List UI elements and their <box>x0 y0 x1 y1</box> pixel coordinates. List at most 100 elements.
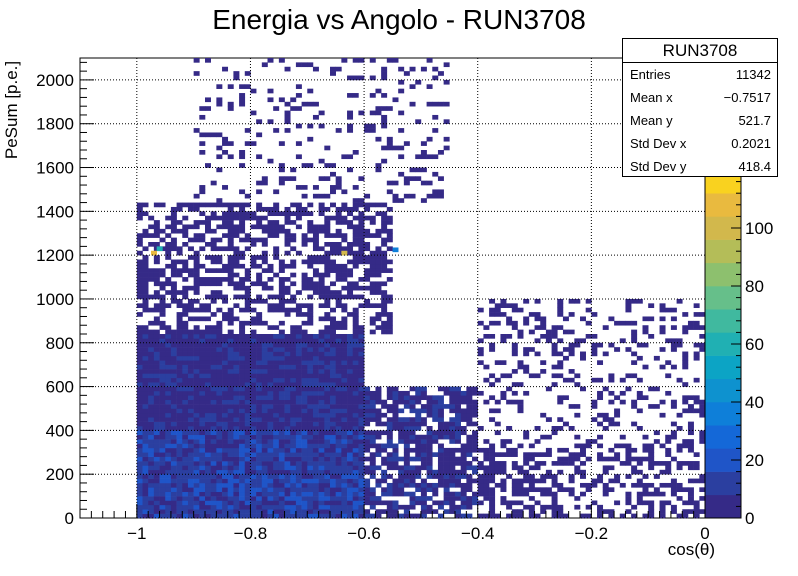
heatmap-cell <box>403 430 410 436</box>
heatmap-cell <box>278 469 285 475</box>
heatmap-cell <box>205 491 211 497</box>
heatmap-cell <box>420 443 427 449</box>
heatmap-cell <box>534 439 541 444</box>
palette-step <box>705 448 741 472</box>
heatmap-cell <box>142 364 149 370</box>
heatmap-cell <box>636 395 643 401</box>
heatmap-cell <box>216 145 223 151</box>
stats-mean-x: Mean x −0.7517 <box>623 86 777 109</box>
heatmap-cell <box>358 395 365 401</box>
heatmap-cell <box>244 474 251 479</box>
heatmap-cell <box>205 329 211 335</box>
heatmap-cell <box>273 360 280 365</box>
heatmap-cell <box>199 461 206 466</box>
heatmap-cell <box>364 513 371 519</box>
heatmap-cell <box>233 272 240 278</box>
heatmap-cell <box>187 351 194 357</box>
heatmap-cell <box>614 474 621 479</box>
heatmap-cell <box>205 268 211 273</box>
heatmap-cell <box>278 447 285 453</box>
heatmap-cell <box>170 342 177 348</box>
heatmap-cell <box>170 465 177 471</box>
heatmap-cell <box>301 281 308 287</box>
heatmap-cell <box>256 206 263 212</box>
palette-tick-label: 20 <box>745 451 764 470</box>
heatmap-cell <box>222 382 229 387</box>
heatmap-cell <box>244 456 251 462</box>
heatmap-cell <box>381 290 388 295</box>
heatmap-cell <box>278 329 285 335</box>
heatmap-cell <box>625 347 632 352</box>
heatmap-cell <box>614 347 621 352</box>
heatmap-cell <box>273 452 280 457</box>
heatmap-cell <box>642 500 649 506</box>
heatmap-cell <box>233 215 240 221</box>
heatmap-cell <box>148 513 155 519</box>
heatmap-cell <box>312 377 319 383</box>
heatmap-cell <box>426 469 433 475</box>
heatmap-cell <box>347 259 354 265</box>
heatmap-cell <box>210 504 217 510</box>
heatmap-cell <box>330 360 336 365</box>
heatmap-cell <box>557 509 564 514</box>
heatmap-cell <box>193 443 200 449</box>
heatmap-cell <box>352 316 359 322</box>
heatmap-cell <box>193 404 200 409</box>
heatmap-cell <box>295 421 302 427</box>
heatmap-cell <box>585 307 592 313</box>
heatmap-cell <box>324 482 331 488</box>
heatmap-cell <box>290 421 297 427</box>
heatmap-cell <box>347 487 354 493</box>
heatmap-cell <box>250 434 257 440</box>
heatmap-cell <box>335 509 342 514</box>
heatmap-cell <box>335 504 342 510</box>
heatmap-cell <box>267 228 274 234</box>
heatmap-cell <box>284 347 291 352</box>
heatmap-cell <box>205 434 211 440</box>
heatmap-cell <box>358 447 365 453</box>
heatmap-cell <box>369 263 376 269</box>
heatmap-cell <box>687 325 694 330</box>
heatmap-cell <box>426 504 433 510</box>
heatmap-cell <box>159 294 166 300</box>
heatmap-cell <box>301 417 308 422</box>
heatmap-cell <box>182 334 189 339</box>
heatmap-cell <box>227 338 234 344</box>
heatmap-cell <box>142 355 149 361</box>
heatmap-cell <box>557 399 564 405</box>
heatmap-cell <box>642 329 649 335</box>
heatmap-cell <box>693 320 700 326</box>
y-tick-label: 200 <box>46 465 74 484</box>
heatmap-cell <box>659 325 666 330</box>
heatmap-cell <box>199 316 206 322</box>
heatmap-cell <box>358 220 365 225</box>
heatmap-cell <box>665 447 672 453</box>
heatmap-cell <box>227 412 234 418</box>
heatmap-cell <box>295 513 302 519</box>
heatmap-cell <box>261 443 268 449</box>
heatmap-cell <box>267 334 274 339</box>
heatmap-cell <box>551 491 558 497</box>
heatmap-cell <box>687 487 694 493</box>
heatmap-cell <box>625 373 632 379</box>
heatmap-cell <box>170 469 177 475</box>
heatmap-cell <box>636 469 643 475</box>
heatmap-cell <box>307 364 314 370</box>
heatmap-cell <box>222 482 229 488</box>
heatmap-cell <box>176 482 183 488</box>
heatmap-cell <box>432 452 439 457</box>
heatmap-cell <box>352 395 359 401</box>
heatmap-cell <box>159 320 166 326</box>
heatmap-cell <box>244 294 251 300</box>
heatmap-cell <box>182 496 189 501</box>
heatmap-cell <box>301 386 308 392</box>
heatmap-cell <box>352 513 359 519</box>
heatmap-cell <box>619 390 626 396</box>
heatmap-cell <box>403 456 410 462</box>
heatmap-cell <box>608 447 615 453</box>
heatmap-cell <box>551 382 558 387</box>
heatmap-cell <box>182 351 189 357</box>
heatmap-cell <box>170 215 177 221</box>
heatmap-cell <box>477 338 484 344</box>
heatmap-cell <box>273 211 280 217</box>
